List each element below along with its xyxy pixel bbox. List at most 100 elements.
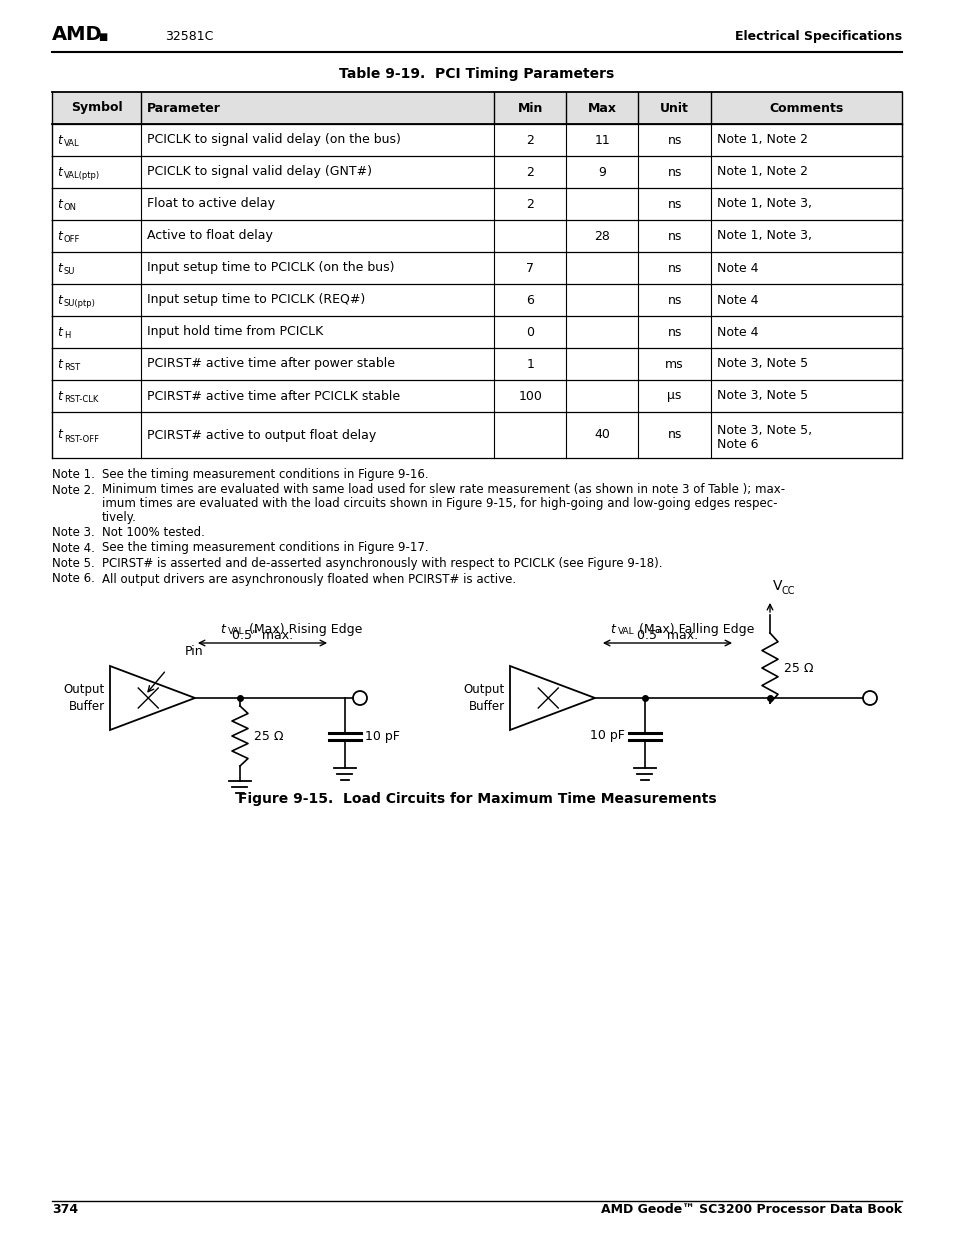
Text: ns: ns [667, 262, 681, 274]
Text: Pin: Pin [185, 645, 203, 658]
Text: Note 1, Note 3,: Note 1, Note 3, [716, 230, 811, 242]
Text: ns: ns [667, 326, 681, 338]
Text: t: t [57, 230, 62, 242]
Text: 10 pF: 10 pF [590, 730, 624, 742]
Text: ■: ■ [98, 32, 107, 42]
Text: 0.5" max.: 0.5" max. [637, 629, 698, 642]
Text: See the timing measurement conditions in Figure 9-17.: See the timing measurement conditions in… [102, 541, 428, 555]
Text: 6: 6 [526, 294, 534, 306]
Text: Note 6.: Note 6. [52, 573, 94, 585]
Text: Note 5.: Note 5. [52, 557, 94, 571]
Text: Note 4: Note 4 [716, 262, 758, 274]
Text: Note 3, Note 5,: Note 3, Note 5, [716, 424, 811, 437]
Text: VAL: VAL [618, 627, 634, 636]
Text: Input hold time from PCICLK: Input hold time from PCICLK [147, 326, 323, 338]
Text: t: t [57, 262, 62, 274]
Text: Float to active delay: Float to active delay [147, 198, 275, 210]
Text: PCIRST# is asserted and de-asserted asynchronously with respect to PCICLK (see F: PCIRST# is asserted and de-asserted asyn… [102, 557, 661, 571]
Text: 25 Ω: 25 Ω [783, 662, 813, 674]
Text: PCIRST# active time after power stable: PCIRST# active time after power stable [147, 357, 395, 370]
Text: 2: 2 [526, 198, 534, 210]
Text: H: H [64, 331, 71, 341]
Text: ns: ns [667, 133, 681, 147]
Text: Input setup time to PCICLK (REQ#): Input setup time to PCICLK (REQ#) [147, 294, 365, 306]
Text: Note 4.: Note 4. [52, 541, 94, 555]
Text: Not 100% tested.: Not 100% tested. [102, 526, 205, 538]
Text: Buffer: Buffer [69, 699, 105, 713]
Text: All output drivers are asynchronously floated when PCIRST# is active.: All output drivers are asynchronously fl… [102, 573, 516, 585]
Text: t: t [57, 357, 62, 370]
Text: ns: ns [667, 198, 681, 210]
Text: Input setup time to PCICLK (on the bus): Input setup time to PCICLK (on the bus) [147, 262, 395, 274]
Text: Active to float delay: Active to float delay [147, 230, 273, 242]
Text: t: t [57, 389, 62, 403]
Text: 374: 374 [52, 1203, 78, 1216]
Circle shape [353, 692, 367, 705]
Text: PCICLK to signal valid delay (GNT#): PCICLK to signal valid delay (GNT#) [147, 165, 372, 179]
Text: Note 3, Note 5: Note 3, Note 5 [716, 389, 807, 403]
Text: PCIRST# active time after PCICLK stable: PCIRST# active time after PCICLK stable [147, 389, 400, 403]
Text: ON: ON [64, 204, 77, 212]
Text: Note 4: Note 4 [716, 326, 758, 338]
Text: 9: 9 [598, 165, 606, 179]
Text: Parameter: Parameter [147, 101, 221, 115]
Text: 0.5" max.: 0.5" max. [232, 629, 293, 642]
Text: Note 2.: Note 2. [52, 483, 94, 496]
Text: 1: 1 [526, 357, 534, 370]
Text: Figure 9-15.  Load Circuits for Maximum Time Measurements: Figure 9-15. Load Circuits for Maximum T… [237, 792, 716, 806]
Text: t: t [57, 326, 62, 338]
Text: V: V [772, 579, 781, 593]
Text: Note 6: Note 6 [716, 438, 758, 451]
Text: t: t [57, 133, 62, 147]
Text: ns: ns [667, 429, 681, 441]
Text: Min: Min [517, 101, 542, 115]
Text: t: t [220, 622, 225, 636]
Text: RST: RST [64, 363, 80, 373]
Text: Symbol: Symbol [71, 101, 122, 115]
Text: 7: 7 [525, 262, 534, 274]
Text: 2: 2 [526, 165, 534, 179]
Text: 25 Ω: 25 Ω [253, 730, 283, 742]
Text: PCICLK to signal valid delay (on the bus): PCICLK to signal valid delay (on the bus… [147, 133, 400, 147]
Text: t: t [57, 165, 62, 179]
Text: 10 pF: 10 pF [365, 730, 399, 743]
Text: Comments: Comments [768, 101, 842, 115]
Text: Note 4: Note 4 [716, 294, 758, 306]
Text: Buffer: Buffer [468, 699, 504, 713]
Text: t: t [57, 429, 62, 441]
Text: Minimum times are evaluated with same load used for slew rate measurement (as sh: Minimum times are evaluated with same lo… [102, 483, 784, 496]
Text: Output: Output [463, 683, 504, 697]
Circle shape [862, 692, 876, 705]
Text: t: t [57, 198, 62, 210]
Text: VAL: VAL [228, 627, 244, 636]
Text: ns: ns [667, 230, 681, 242]
Text: t: t [609, 622, 615, 636]
Text: SU: SU [64, 268, 75, 277]
Text: 40: 40 [594, 429, 610, 441]
Text: OFF: OFF [64, 236, 80, 245]
Text: Max: Max [587, 101, 617, 115]
Text: Note 1.: Note 1. [52, 468, 94, 480]
Text: RST-CLK: RST-CLK [64, 395, 98, 405]
Text: Note 3, Note 5: Note 3, Note 5 [716, 357, 807, 370]
Text: ns: ns [667, 165, 681, 179]
Text: 2: 2 [526, 133, 534, 147]
Text: CC: CC [781, 585, 795, 597]
Text: AMD Geode™ SC3200 Processor Data Book: AMD Geode™ SC3200 Processor Data Book [600, 1203, 901, 1216]
Text: SU(ptp): SU(ptp) [64, 300, 95, 309]
Text: 32581C: 32581C [165, 30, 213, 43]
Text: Note 1, Note 2: Note 1, Note 2 [716, 165, 807, 179]
Text: Note 3.: Note 3. [52, 526, 94, 538]
Text: 0: 0 [525, 326, 534, 338]
Text: AMD: AMD [52, 25, 103, 44]
Text: μs: μs [667, 389, 681, 403]
Bar [52, 91, 901, 124]
Text: Note 1, Note 2: Note 1, Note 2 [716, 133, 807, 147]
Text: RST-OFF: RST-OFF [64, 435, 99, 443]
Text: Note 1, Note 3,: Note 1, Note 3, [716, 198, 811, 210]
Text: Unit: Unit [659, 101, 688, 115]
Text: t: t [57, 294, 62, 306]
Text: 11: 11 [594, 133, 610, 147]
Text: ns: ns [667, 294, 681, 306]
Text: PCIRST# active to output float delay: PCIRST# active to output float delay [147, 429, 376, 441]
